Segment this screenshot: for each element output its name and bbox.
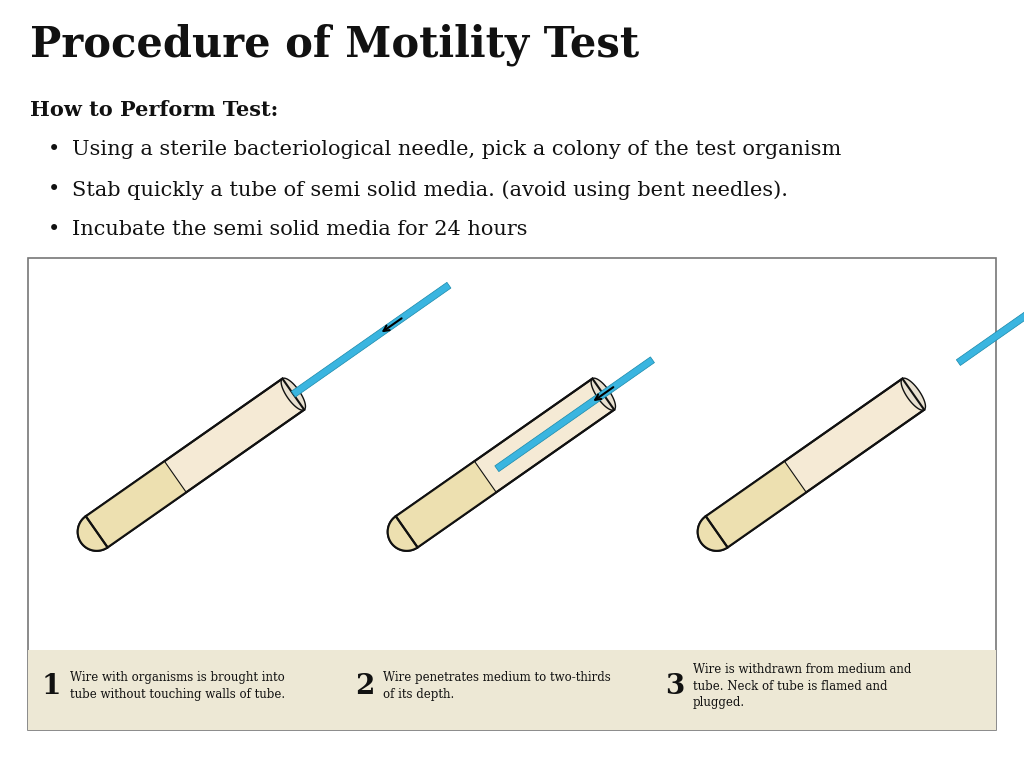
Polygon shape <box>388 516 418 551</box>
Polygon shape <box>291 283 451 397</box>
Polygon shape <box>956 251 1024 366</box>
Text: Wire is withdrawn from medium and
tube. Neck of tube is flamed and
plugged.: Wire is withdrawn from medium and tube. … <box>693 663 911 709</box>
Text: Procedure of Motility Test: Procedure of Motility Test <box>30 23 639 65</box>
Text: How to Perform Test:: How to Perform Test: <box>30 100 279 120</box>
Text: 2: 2 <box>355 673 375 700</box>
Polygon shape <box>706 379 925 548</box>
Polygon shape <box>697 516 728 551</box>
Polygon shape <box>706 462 806 548</box>
Text: Wire with organisms is brought into
tube without touching walls of tube.: Wire with organisms is brought into tube… <box>70 671 285 700</box>
Polygon shape <box>78 516 108 551</box>
Text: Stab quickly a tube of semi solid media. (avoid using bent needles).: Stab quickly a tube of semi solid media.… <box>72 180 788 200</box>
Polygon shape <box>396 379 614 548</box>
Text: •: • <box>48 220 60 239</box>
Polygon shape <box>388 516 418 551</box>
Text: Wire penetrates medium to two-thirds
of its depth.: Wire penetrates medium to two-thirds of … <box>383 671 610 700</box>
Polygon shape <box>282 378 305 410</box>
Bar <box>28 650 996 730</box>
Text: •: • <box>48 140 60 159</box>
Polygon shape <box>495 357 654 472</box>
Text: •: • <box>48 180 60 199</box>
Polygon shape <box>697 516 728 551</box>
Text: Using a sterile bacteriological needle, pick a colony of the test organism: Using a sterile bacteriological needle, … <box>72 140 842 159</box>
Polygon shape <box>591 378 615 410</box>
Polygon shape <box>86 379 304 548</box>
Polygon shape <box>901 378 926 410</box>
Polygon shape <box>78 516 108 551</box>
Text: 1: 1 <box>42 673 61 700</box>
Text: Incubate the semi solid media for 24 hours: Incubate the semi solid media for 24 hou… <box>72 220 527 239</box>
Bar <box>28 258 996 730</box>
Text: 3: 3 <box>665 673 684 700</box>
Polygon shape <box>86 462 186 548</box>
Polygon shape <box>396 462 497 548</box>
